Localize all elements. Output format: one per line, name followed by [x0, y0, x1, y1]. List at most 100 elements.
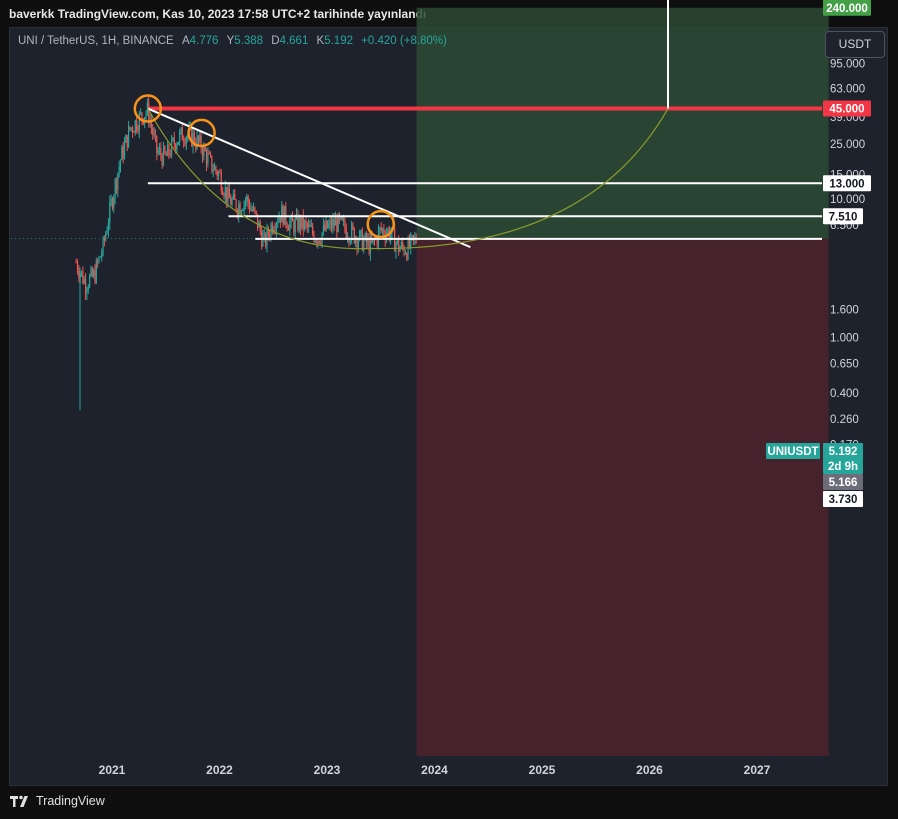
candle-body: [310, 225, 312, 227]
candle-body: [293, 221, 295, 233]
position-zones: [416, 7, 829, 757]
candle-body: [129, 126, 131, 130]
candle-body: [75, 262, 77, 264]
candle-body: [254, 207, 256, 211]
low-value: 4.661: [279, 35, 309, 47]
candle-body: [90, 268, 92, 276]
open-value: 4.776: [189, 35, 219, 47]
candle-body: [406, 253, 408, 260]
time-tick-label: 2021: [99, 763, 126, 777]
candles: [75, 96, 417, 411]
price-tag-bg: [823, 458, 863, 474]
candle-body: [204, 145, 206, 152]
candle-body: [213, 166, 216, 171]
candle-body: [325, 220, 327, 231]
candle-body: [150, 120, 153, 128]
price-tag-label: 45.000: [829, 104, 864, 116]
candle-body: [252, 207, 255, 211]
candle-body: [299, 216, 302, 229]
candle-body: [184, 141, 186, 145]
candle-body: [117, 173, 119, 190]
footer-brand-label: TradingView: [36, 794, 105, 808]
candle-body: [115, 179, 118, 190]
candle-body: [145, 112, 147, 118]
candle-body: [94, 270, 96, 283]
candle-body: [156, 135, 158, 153]
price-tag-bg: [823, 0, 871, 16]
candle-body: [379, 227, 381, 230]
currency-button[interactable]: USDT: [825, 31, 885, 58]
candle-body: [238, 203, 240, 216]
candle-body: [357, 240, 359, 248]
candle-body: [212, 170, 214, 172]
candle-body: [332, 219, 334, 229]
candle-body: [351, 224, 353, 241]
candle-body: [87, 287, 89, 290]
candle-body: [226, 187, 228, 202]
candle-body: [227, 188, 229, 202]
candle-body: [141, 112, 143, 119]
candle-body: [109, 201, 111, 224]
candle-body: [146, 102, 148, 113]
candle-body: [278, 217, 280, 223]
candle-body: [152, 127, 154, 135]
candle-body: [101, 253, 103, 257]
candle-body: [265, 234, 267, 246]
candle-body: [211, 156, 213, 171]
candle-body: [180, 127, 182, 132]
candle-body: [324, 224, 326, 231]
candle-body: [181, 127, 183, 141]
candle-body: [342, 220, 345, 222]
candle-body: [266, 228, 268, 246]
candle-body: [376, 237, 378, 245]
candle-body: [250, 208, 252, 211]
candle-body: [196, 135, 198, 148]
candle-body: [215, 166, 217, 172]
candle-body: [153, 133, 155, 135]
close-key: K: [316, 35, 325, 47]
footer-brand[interactable]: TradingView: [10, 794, 105, 808]
candle-body: [82, 271, 84, 284]
candle-body: [348, 237, 350, 243]
candle-body: [353, 228, 355, 243]
change-value: +0.420 (+8.80%): [361, 35, 447, 47]
candle-body: [98, 256, 100, 263]
price-tag-bg: [823, 443, 863, 459]
candle-body: [168, 145, 170, 155]
price-tags: 240.000 45.000 13.000 7.510 UNIUSDT 5.192 2d 9…: [766, 0, 871, 507]
candle-body: [162, 146, 165, 166]
candle-body: [126, 135, 128, 148]
candle-body: [185, 137, 187, 145]
price-tag-label: 7.510: [829, 211, 858, 223]
candle-body: [119, 160, 122, 167]
symbol-legend: UNI / TetherUS, 1H, BINANCE A4.776 Y5.38…: [18, 35, 447, 47]
tradingview-logo-icon: [10, 795, 28, 807]
candle-body: [192, 133, 194, 147]
candle-body: [246, 196, 248, 201]
candle-body: [302, 214, 304, 229]
candle-body: [380, 227, 382, 230]
candle-body: [360, 230, 362, 232]
price-tag-label: 13.000: [829, 178, 864, 190]
price-tag-bg: [823, 208, 863, 225]
time-axis: 2021 2022 2023 2024 2025 2026 2027: [99, 763, 771, 777]
candle-body: [228, 188, 230, 199]
candle-body: [230, 198, 232, 205]
candle-body: [336, 218, 338, 233]
candle-body: [224, 187, 226, 197]
high-value: 5.388: [234, 35, 264, 47]
candle-body: [157, 151, 159, 153]
candle-body: [328, 223, 330, 228]
stop-zone: [416, 238, 829, 757]
candle-body: [130, 127, 132, 130]
candle-body: [220, 172, 222, 192]
candle-body: [200, 135, 202, 150]
candle-body: [201, 149, 204, 157]
candle-body: [316, 240, 318, 244]
low-key: D: [271, 35, 280, 47]
candle-body: [255, 210, 257, 214]
price-tick-label: 1.600: [830, 304, 859, 316]
candle-body: [363, 239, 365, 251]
candle-body: [317, 240, 319, 244]
